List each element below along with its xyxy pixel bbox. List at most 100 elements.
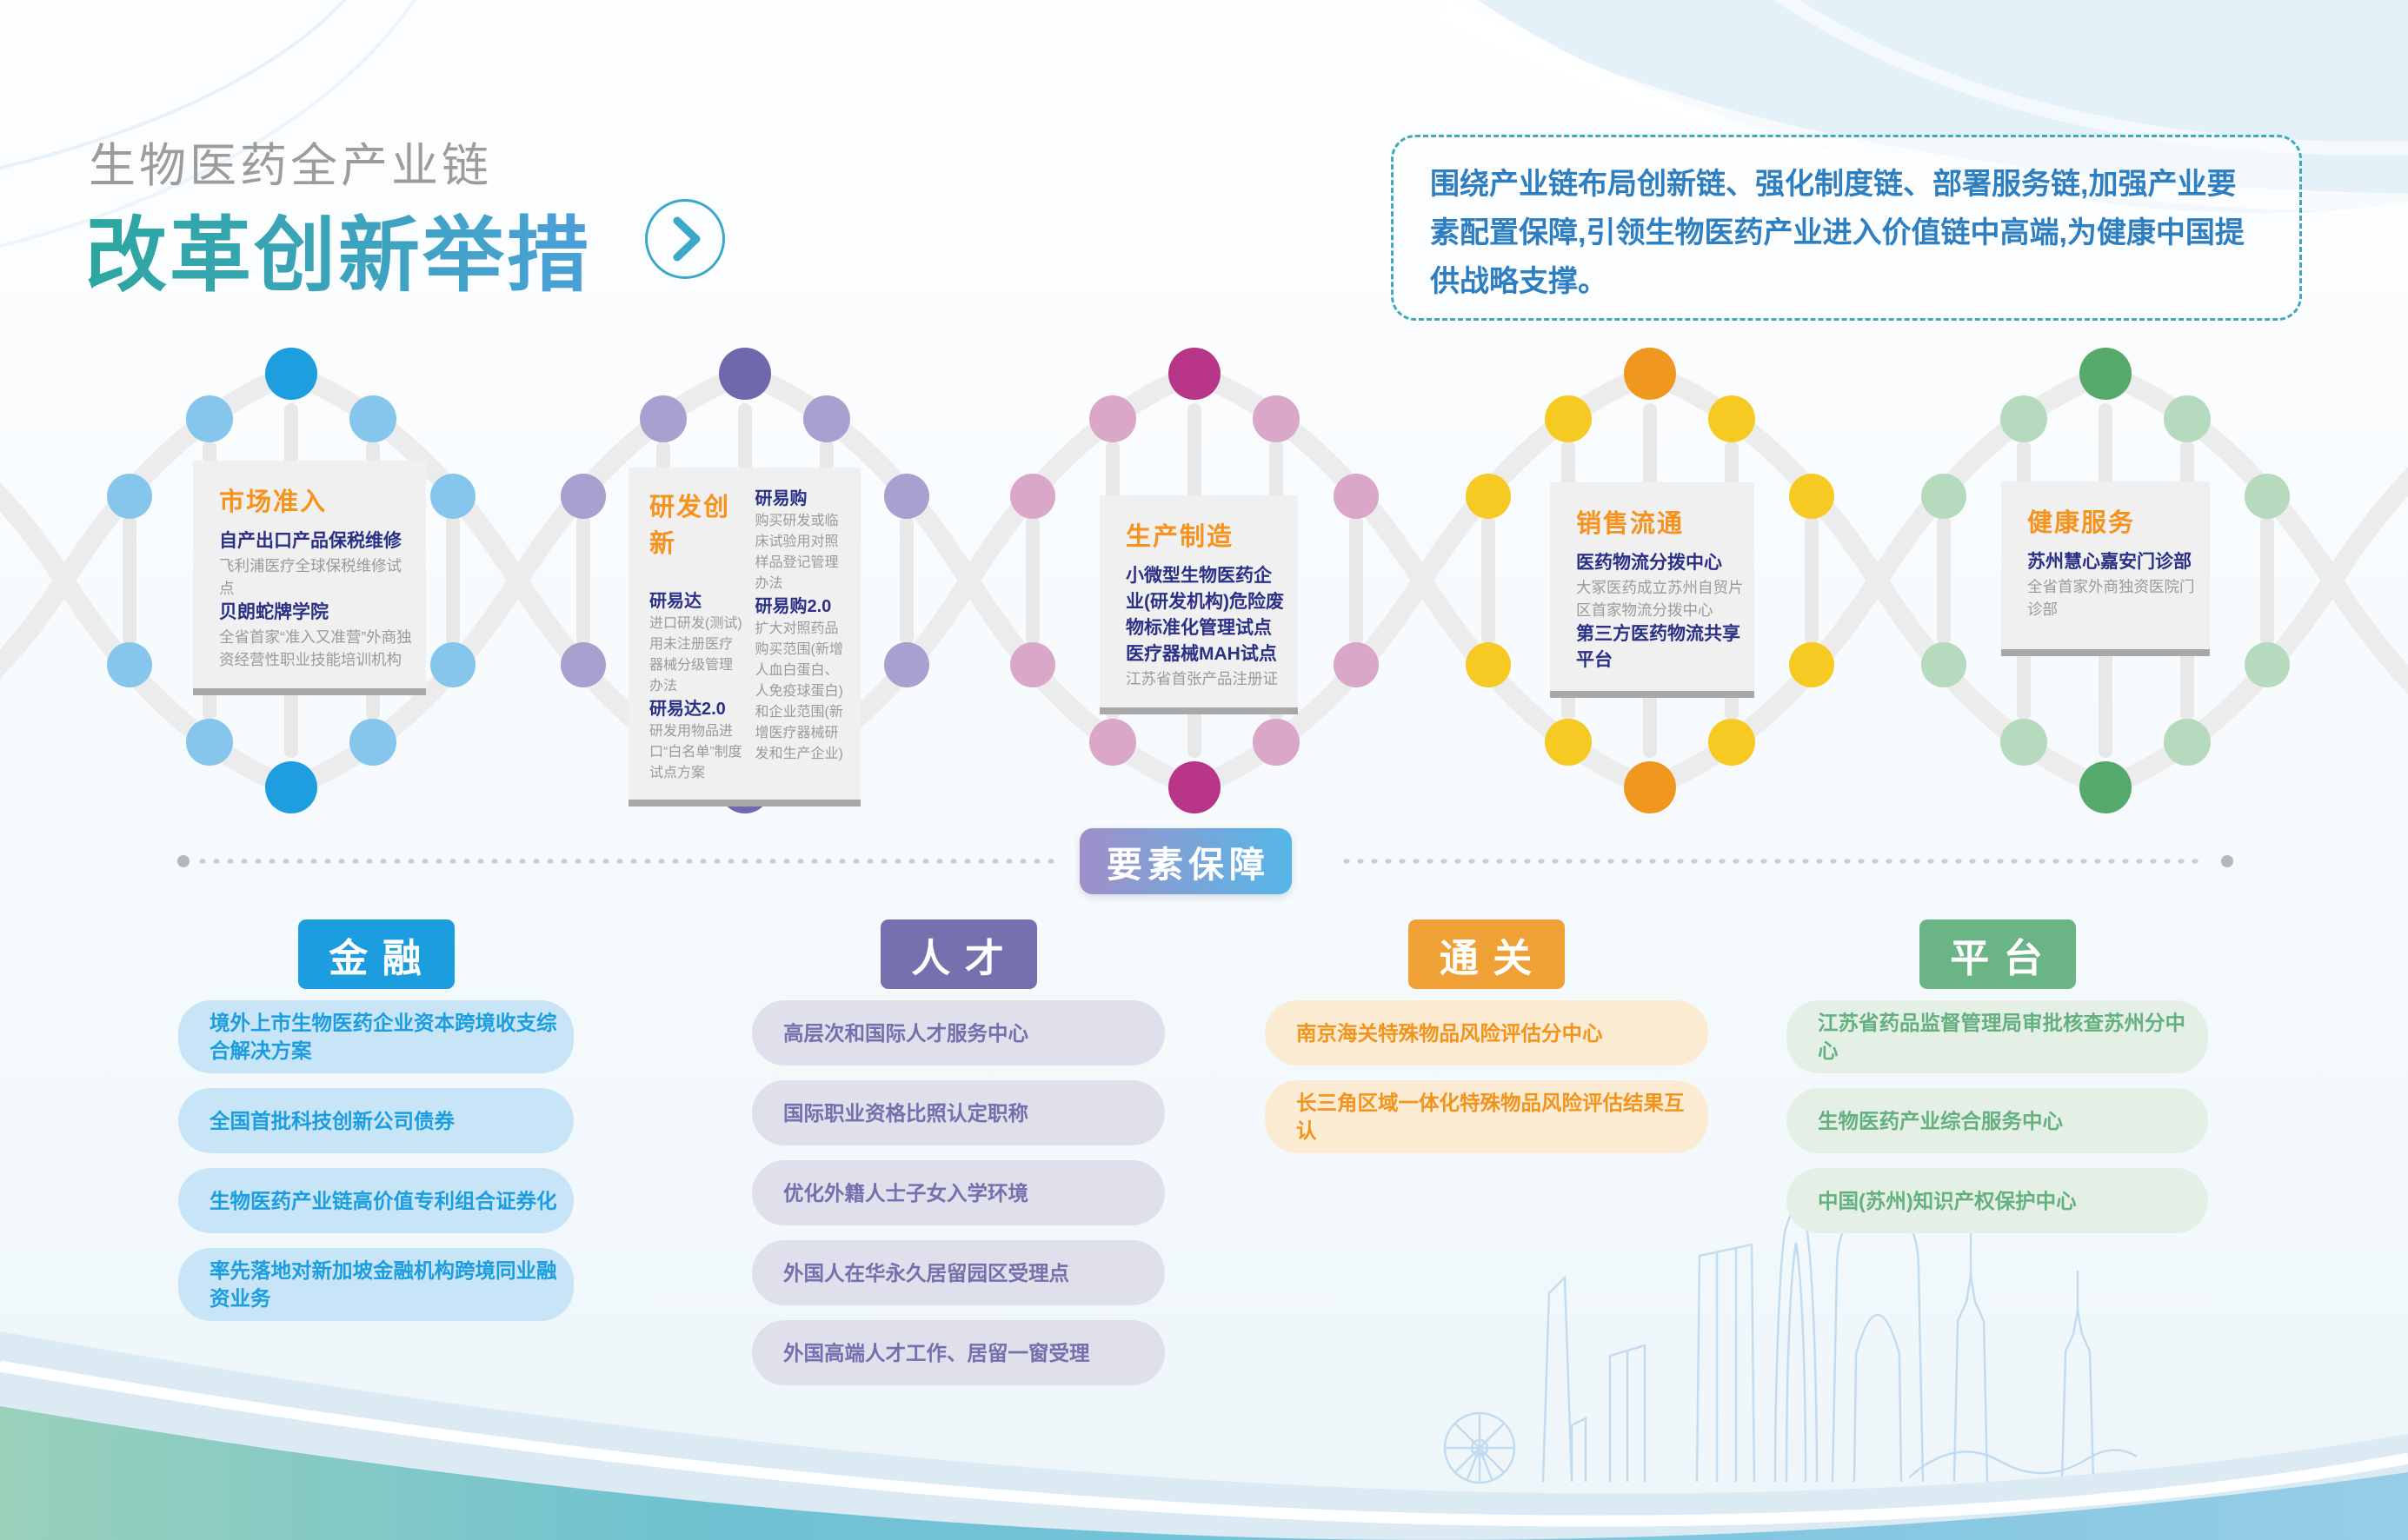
stage-heading: 生产制造 (1126, 523, 1234, 551)
pillar-item: 全国首批科技创新公司债券 (178, 1088, 574, 1153)
dna-node (1921, 474, 1966, 519)
title-arrow-button[interactable] (645, 199, 725, 279)
dna-node (349, 719, 396, 766)
pillar-customs: 通 关 南京海关特殊物品风险评估分中心 长三角区域一体化特殊物品风险评估结果互认 (1265, 919, 1708, 1168)
measure-title: 贝朗蛇牌学院 (219, 602, 329, 622)
pillar-item: 外国高端人才工作、居留一窗受理 (752, 1320, 1165, 1385)
dna-node (1708, 719, 1755, 766)
dna-node (1624, 761, 1676, 813)
expo-roof (1908, 1449, 2138, 1478)
measure-title: 研易达 (649, 592, 702, 611)
measure-desc: 扩大对照药品购买范围(新增人血白蛋白、人免疫球蛋白)和企业范围(新增医疗器械研发… (755, 621, 843, 761)
measure-title: 小微型生物医药企业(研发机构)危险废物标准化管理试点 (1126, 566, 1284, 638)
intro-box: 围绕产业链布局创新链、强化制度链、部署服务链,加强产业要素配置保障,引领生物医药… (1391, 135, 2302, 321)
bottom-waves (0, 1331, 2408, 1540)
dna-node (1545, 719, 1592, 766)
dna-node (1545, 395, 1592, 442)
pillar-item: 高层次和国际人才服务中心 (752, 1000, 1165, 1065)
dna-node (265, 348, 317, 400)
measure-title: 苏州慧心嘉安门诊部 (2027, 552, 2192, 572)
dna-node (1168, 761, 1221, 813)
dna-node (561, 642, 606, 687)
dna-node (2000, 719, 2047, 766)
dna-node (2245, 474, 2290, 519)
pillar-header: 平 台 (1919, 919, 2076, 989)
dna-node (2079, 348, 2132, 400)
gate-of-the-orient (1831, 1208, 1925, 1483)
pillar-item: 优化外籍人士子女入学环境 (752, 1160, 1165, 1225)
tower (1695, 1243, 1756, 1483)
dna-node (1010, 474, 1055, 519)
dna-node (561, 474, 606, 519)
dna-node (349, 395, 396, 442)
measure-title: 医药物流分拨中心 (1576, 553, 1722, 573)
measure-title: 自产出口产品保税维修 (219, 531, 402, 551)
needle-tower (1773, 1210, 1819, 1483)
dna-node (186, 395, 233, 442)
pillar-item: 中国(苏州)知识产权保护中心 (1786, 1168, 2208, 1233)
dna-node (1466, 642, 1511, 687)
measure-title: 研易达2.0 (649, 700, 726, 719)
measure-desc: 全省首家“准入又准营”外商独资经营性职业技能培训机构 (219, 628, 412, 668)
dna-node (430, 642, 476, 687)
pillar-header: 人 才 (880, 919, 1037, 989)
pillar-item: 长三角区域一体化特殊物品风险评估结果互认 (1265, 1080, 1708, 1153)
dna-node (1168, 348, 1221, 400)
dna-node (1010, 642, 1055, 687)
measure-title: 研易购2.0 (755, 597, 832, 616)
pillar-talent: 人 才 高层次和国际人才服务中心 国际职业资格比照认定职称 优化外籍人士子女入学… (752, 919, 1165, 1400)
measure-desc: 全省首家外商独资医院门诊部 (2027, 578, 2195, 618)
dna-node (1334, 474, 1379, 519)
dna-node (2164, 395, 2211, 442)
tower (1541, 1275, 1587, 1483)
dna-node (1789, 474, 1834, 519)
dna-node (186, 719, 233, 766)
dna-node (1253, 719, 1300, 766)
dna-node (430, 474, 476, 519)
intro-text: 围绕产业链布局创新链、强化制度链、部署服务链,加强产业要素配置保障,引领生物医药… (1430, 168, 2245, 298)
pillar-item: 境外上市生物医药企业资本跨境收支综合解决方案 (178, 1000, 574, 1073)
dna-node (2079, 761, 2132, 813)
dna-node (803, 395, 850, 442)
tower (1608, 1344, 1646, 1482)
stage-card-market-access: 市场准入 自产出口产品保税维修 飞利浦医疗全球保税维修试点 贝朗蛇牌学院 全省首… (193, 461, 426, 695)
stage-card-manufacturing: 生产制造 小微型生物医药企业(研发机构)危险废物标准化管理试点 医疗器械MAH试… (1100, 495, 1298, 714)
stage-heading: 市场准入 (219, 488, 328, 516)
pillar-item: 生物医药产业链高价值专利组合证券化 (178, 1168, 574, 1233)
pillar-finance: 金 融 境外上市生物医药企业资本跨境收支综合解决方案 全国首批科技创新公司债券 … (178, 919, 574, 1336)
dna-node (107, 642, 152, 687)
stage-heading: 健康服务 (2027, 509, 2136, 537)
dna-node (1089, 719, 1136, 766)
measure-desc: 购买研发或临床试验用对照样品登记管理办法 (755, 514, 839, 591)
dna-node (265, 761, 317, 813)
stage-card-rd-innovation: 研发创新 研易达 进口研发(测试)用未注册医疗器械分级管理办法 研易达2.0 研… (629, 468, 861, 807)
dna-node (719, 348, 771, 400)
chevron-right-icon (673, 216, 701, 262)
measure-desc: 大冢医药成立苏州自贸片区首家物流分拨中心 (1576, 579, 1744, 619)
measure-title: 研易购 (755, 489, 808, 508)
pillar-item: 率先落地对新加坡金融机构跨境同业融资业务 (178, 1248, 574, 1321)
dna-node (1253, 395, 1300, 442)
stage-card-health-services: 健康服务 苏州慧心嘉安门诊部 全省首家外商独资医院门诊部 (2001, 481, 2210, 656)
dna-node (1921, 642, 1966, 687)
dna-node (1708, 395, 1755, 442)
page-subtitle: 生物医药全产业链 (89, 140, 492, 192)
stage-heading: 销售流通 (1576, 510, 1685, 538)
dna-node (1334, 642, 1379, 687)
dna-node (884, 642, 929, 687)
divider-dotted-line (177, 855, 2233, 867)
dna-node (640, 395, 687, 442)
pillar-item: 国际职业资格比照认定职称 (752, 1080, 1165, 1145)
dna-node (1089, 395, 1136, 442)
measure-desc: 江苏省首张产品注册证 (1126, 670, 1278, 687)
pillar-item: 外国人在华永久居留园区受理点 (752, 1240, 1165, 1305)
dna-node (1789, 642, 1834, 687)
dna-node (2000, 395, 2047, 442)
measure-desc: 飞利浦医疗全球保税维修试点 (219, 557, 402, 597)
city-skyline (1443, 1208, 2138, 1484)
pillar-platform: 平 台 江苏省药品监督管理局审批核查苏州分中心 生物医药产业综合服务中心 中国(… (1786, 919, 2208, 1248)
dna-node (1624, 348, 1676, 400)
measure-title: 医疗器械MAH试点 (1126, 644, 1277, 664)
measure-desc: 进口研发(测试)用未注册医疗器械分级管理办法 (649, 616, 742, 694)
